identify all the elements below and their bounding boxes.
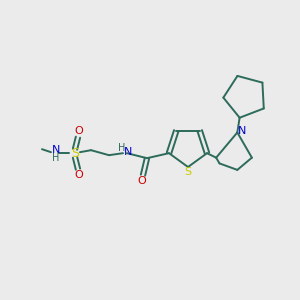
Text: N: N [238, 127, 247, 136]
Text: N: N [124, 147, 132, 157]
Text: O: O [138, 176, 146, 186]
Text: S: S [71, 147, 79, 160]
Text: O: O [75, 170, 83, 180]
Text: H: H [52, 153, 60, 163]
Text: H: H [118, 143, 126, 153]
Text: O: O [75, 126, 83, 136]
Text: S: S [184, 167, 192, 177]
Text: N: N [52, 145, 60, 155]
